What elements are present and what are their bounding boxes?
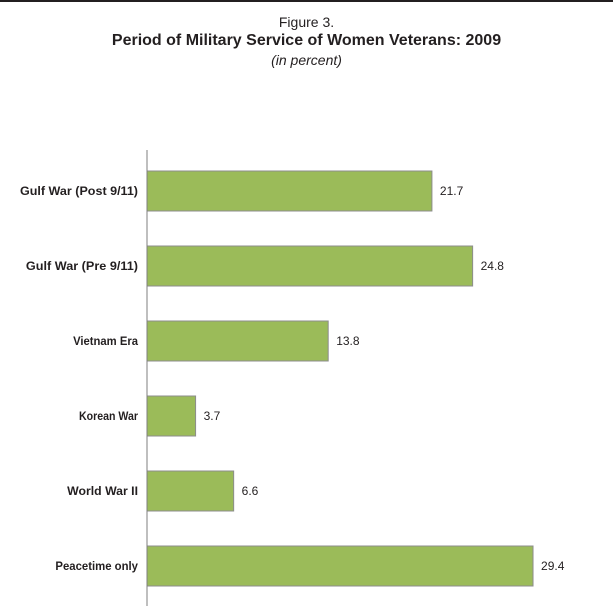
- bar-2: [146, 320, 329, 362]
- category-label-2: Vietnam Era: [73, 334, 138, 348]
- value-label-3: 3.7: [204, 409, 221, 423]
- bar-5: [146, 545, 534, 587]
- figure-header: Figure 3. Period of Military Service of …: [0, 14, 613, 69]
- bar-4: [146, 470, 235, 512]
- value-label-2: 13.8: [336, 334, 360, 348]
- figure-label: Figure 3.: [278, 14, 335, 30]
- top-rule: [0, 0, 613, 2]
- bars-layer: [146, 170, 534, 587]
- bar-3: [146, 395, 197, 437]
- category-label-1: Gulf War (Pre 9/11): [26, 259, 138, 273]
- labels-layer: Gulf War (Post 9/11) 21.7 Gulf War (Pre 9/…: [20, 184, 565, 573]
- bar-1: [146, 245, 474, 287]
- value-label-0: 21.7: [440, 184, 464, 198]
- chart-title: Period of Military Service of Women Vete…: [111, 32, 502, 49]
- value-label-5: 29.4: [541, 559, 565, 573]
- bar-0: [146, 170, 433, 212]
- category-label-5: Peacetime only: [55, 559, 138, 573]
- category-label-4: World War II: [67, 484, 138, 498]
- value-label-1: 24.8: [481, 259, 505, 273]
- category-label-0: Gulf War (Post 9/11): [20, 184, 138, 198]
- value-label-4: 6.6: [242, 484, 259, 498]
- category-label-3: Korean War: [79, 409, 138, 423]
- chart-subtitle: (in percent): [271, 52, 342, 68]
